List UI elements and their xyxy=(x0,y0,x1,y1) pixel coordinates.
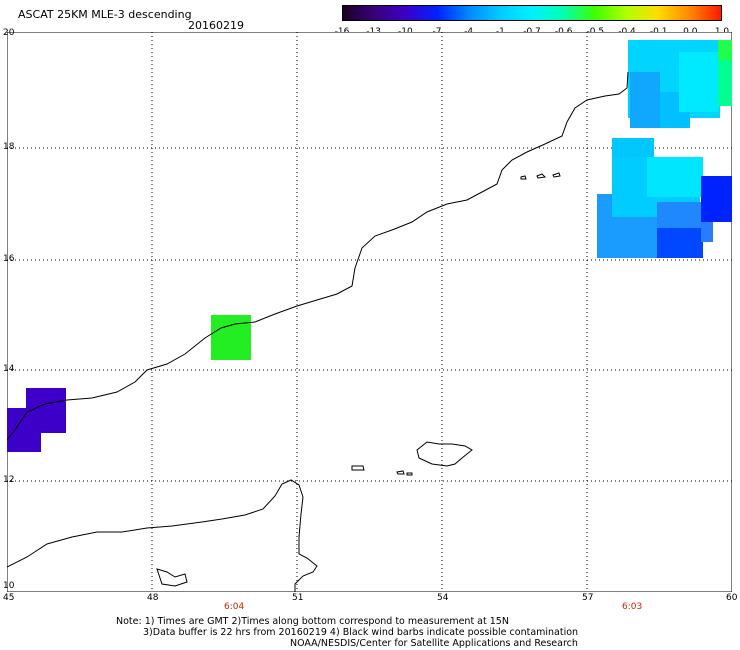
island-socotra xyxy=(416,441,473,467)
lat-label-14: 14 xyxy=(3,364,15,374)
coastline-arabia xyxy=(7,71,629,441)
note-line-3: NOAA/NESDIS/Center for Satellite Applica… xyxy=(290,638,578,649)
island-small-2 xyxy=(396,470,405,475)
cell-purple-2 xyxy=(26,388,66,433)
lat-label-12: 12 xyxy=(3,475,15,485)
cell-blue-edge xyxy=(701,176,732,222)
note-line-1: Note: 1) Times are GMT 2)Times along bot… xyxy=(116,616,509,627)
cell-purple-1 xyxy=(7,408,26,452)
time-label-right: 6:03 xyxy=(622,602,643,612)
lat-label-10: 10 xyxy=(3,581,15,591)
coastlines xyxy=(7,71,629,592)
lon-label-48: 48 xyxy=(147,593,159,603)
island-kuria-3 xyxy=(552,172,561,178)
coastline-africa xyxy=(7,479,318,592)
island-small-1 xyxy=(351,465,365,471)
island-kuria-2 xyxy=(536,173,547,179)
lat-label-18: 18 xyxy=(3,142,15,152)
lon-label-60: 60 xyxy=(726,593,738,603)
island-kuria-1 xyxy=(520,175,527,180)
lon-label-54: 54 xyxy=(437,593,449,603)
cell-blue-mid-2 xyxy=(657,202,703,228)
map-title: ASCAT 25KM MLE-3 descending xyxy=(18,8,192,21)
note-line-2: 3)Data buffer is 22 hrs from 20160219 4)… xyxy=(143,627,579,638)
lon-label-51: 51 xyxy=(292,593,304,603)
island-small-3 xyxy=(406,472,413,476)
cell-blue-mid-3 xyxy=(657,228,703,258)
wind-cells xyxy=(7,40,732,452)
graticule xyxy=(7,32,732,592)
lon-label-57: 57 xyxy=(582,593,594,603)
map-frame xyxy=(7,32,732,592)
lat-label-16: 16 xyxy=(3,254,15,264)
cell-cyan-mid-3 xyxy=(647,157,703,197)
time-label-left: 6:04 xyxy=(224,602,245,612)
colorbar xyxy=(342,5,722,21)
cell-green-edge-2 xyxy=(718,60,732,106)
lat-label-20: 20 xyxy=(3,28,15,38)
cell-blue-top-a xyxy=(630,72,660,128)
cell-green-edge-1 xyxy=(718,40,732,60)
cell-green xyxy=(211,315,251,360)
island-somalia-tip xyxy=(156,568,188,587)
map-plot xyxy=(7,32,732,592)
cell-blue-edge-2 xyxy=(701,222,713,242)
lon-label-45: 45 xyxy=(3,593,15,603)
cell-purple-3 xyxy=(26,433,41,452)
cell-cyan-top-c xyxy=(679,52,719,112)
map-date: 20160219 xyxy=(188,19,244,32)
